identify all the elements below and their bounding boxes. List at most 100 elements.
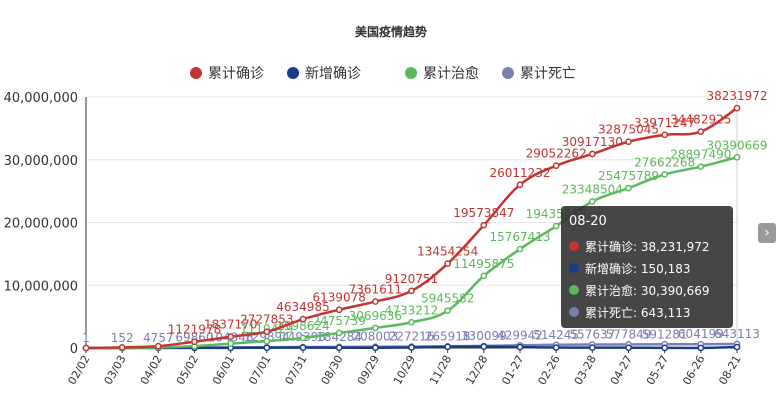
data-point [263, 344, 271, 352]
tooltip-row: 累计治愈: 30,390,669 [569, 279, 725, 301]
x-tick-label: 05/02 [174, 353, 201, 387]
x-tick-label: 03/03 [102, 353, 129, 387]
x-tick-label: 10/29 [391, 353, 418, 387]
data-point [227, 340, 235, 347]
data-point [299, 334, 307, 342]
data-label: 604199 [678, 327, 724, 341]
data-point [661, 171, 669, 178]
data-label: 38231972 [706, 89, 767, 103]
data-label: 28897490 [670, 148, 731, 162]
data-label: 577849 [606, 327, 652, 341]
tooltip-label: 累计死亡: 643,113 [585, 305, 691, 320]
legend-marker-icon [190, 67, 202, 79]
data-label: 330099 [461, 329, 507, 343]
legend-marker-icon [405, 67, 417, 79]
x-tick-label: 02-26 [536, 353, 563, 387]
data-point [625, 138, 632, 146]
data-point [227, 333, 235, 341]
x-tick-label: 02/02 [65, 353, 92, 387]
x-tick-label: 07/01 [246, 353, 273, 387]
data-label: 30390669 [706, 138, 767, 152]
data-point [263, 337, 271, 345]
data-point [444, 307, 452, 315]
data-label: 32875045 [598, 123, 659, 137]
tooltip-label: 新增确诊: 150,183 [585, 261, 691, 276]
data-label: 208003 [352, 330, 398, 344]
data-point [191, 338, 198, 346]
data-point [552, 162, 560, 170]
chevron-right-icon[interactable]: › [758, 223, 776, 243]
tooltip-date: 08-20 [569, 214, 607, 229]
data-point [733, 153, 741, 161]
y-tick-label: 10,000,000 [4, 279, 78, 294]
data-label: 30917130 [562, 135, 623, 149]
data-label: 1 [82, 331, 90, 345]
data-point [552, 222, 560, 230]
legend-item: 累计确诊 [208, 66, 264, 82]
data-point [263, 328, 271, 336]
tooltip-row: 新增确诊: 150,183 [569, 257, 725, 279]
data-label: 13454254 [417, 245, 478, 259]
data-label: 6139078 [312, 291, 365, 305]
data-label: 19573847 [453, 206, 514, 220]
data-label: 34482925 [670, 113, 731, 127]
data-label: 152 [111, 331, 134, 345]
data-point [588, 198, 596, 205]
data-label: 4757 [143, 331, 174, 345]
data-label: 227216 [389, 330, 435, 344]
data-label: 26011232 [489, 166, 550, 180]
data-label: 1598624 [276, 319, 329, 333]
data-label: 1121978 [168, 323, 221, 337]
data-point [480, 221, 488, 229]
data-point [299, 315, 307, 323]
legend-item: 累计治愈 [423, 66, 479, 82]
data-label: 7361611 [349, 283, 402, 297]
data-point [408, 287, 415, 295]
data-label: 15767413 [489, 230, 550, 244]
data-point [371, 298, 379, 305]
x-tick-label: 06-26 [680, 353, 707, 387]
tooltip-label: 累计治愈: 30,390,669 [585, 283, 710, 298]
data-label: 643113 [714, 327, 760, 341]
data-point [552, 344, 560, 351]
tooltip-dot-icon [569, 241, 579, 251]
x-tick-label: 07/31 [282, 353, 309, 387]
data-label: 3069636 [349, 309, 402, 323]
y-tick-label: 20,000,000 [4, 217, 78, 232]
data-point [371, 344, 379, 352]
data-point [661, 131, 669, 139]
x-tick-label: 01-27 [499, 353, 526, 387]
data-point [154, 342, 162, 350]
x-tick-label: 08-21 [716, 353, 743, 387]
data-label: 9120751 [385, 272, 438, 286]
x-tick-label: 09/29 [355, 353, 382, 387]
data-label: 11495875 [453, 257, 514, 271]
data-point [82, 344, 90, 352]
data-point [335, 306, 343, 314]
tooltip-dot-icon [569, 307, 579, 317]
legend-item: 累计死亡 [520, 66, 576, 82]
tooltip-row: 累计死亡: 643,113 [569, 301, 725, 323]
data-point [697, 163, 705, 171]
data-point [480, 272, 488, 280]
data-point [516, 343, 524, 351]
chart-title: 美国疫情趋势 [355, 24, 427, 39]
x-tick-label: 03-28 [572, 353, 599, 387]
data-point [371, 324, 379, 332]
data-point [733, 343, 741, 351]
x-tick-label: 08/30 [319, 353, 346, 387]
data-point [733, 104, 741, 112]
tooltip-row: 累计确诊: 38,231,972 [569, 235, 725, 257]
data-point [335, 344, 343, 352]
y-tick-label: 0 [70, 342, 78, 357]
data-point [408, 344, 415, 351]
x-tick-label: 04-27 [608, 353, 635, 387]
data-point [444, 260, 452, 267]
data-label: 23348504 [562, 182, 623, 196]
data-point [588, 150, 596, 158]
data-point [408, 318, 415, 326]
y-tick-label: 40,000,000 [4, 91, 78, 106]
data-label: 33971247 [634, 116, 695, 130]
data-label: 429942 [497, 328, 543, 342]
